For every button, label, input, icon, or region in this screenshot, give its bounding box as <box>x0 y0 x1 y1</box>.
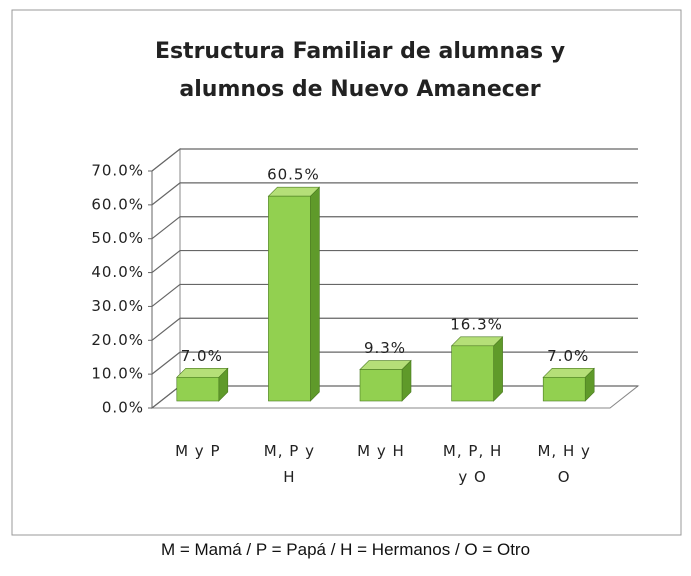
data-label: 16.3% <box>450 315 503 333</box>
y-tick-label: 70.0% <box>91 162 144 180</box>
grid-line <box>151 216 638 240</box>
y-tick-label: 60.0% <box>91 195 144 213</box>
bar-top <box>267 186 321 197</box>
x-tick-label: M, P, H y O <box>442 442 503 486</box>
bar-top <box>359 360 412 370</box>
bar-front <box>542 376 586 402</box>
grid-line <box>151 249 638 274</box>
chart-title: alumnos de Nuevo Amanecer <box>179 77 540 102</box>
bar-front <box>451 345 494 402</box>
chart-frame <box>11 9 682 536</box>
chart-title: Estructura Familiar de alumnas y <box>155 39 565 64</box>
x-tick-label: M y P <box>175 442 221 460</box>
back-wall <box>151 147 181 410</box>
bar <box>267 186 321 402</box>
bar-top <box>450 336 504 347</box>
bar-front <box>176 376 220 402</box>
grid-line <box>151 283 638 307</box>
x-tick-label: M, P y H <box>263 442 315 486</box>
data-label: 60.5% <box>267 166 320 184</box>
y-tick-label: 40.0% <box>91 263 144 281</box>
y-tick-label: 50.0% <box>91 229 144 247</box>
y-tick-label: 30.0% <box>91 297 144 315</box>
bar-side <box>310 186 320 402</box>
y-tick-label: 10.0% <box>91 365 144 383</box>
bar-top <box>176 367 229 378</box>
bar <box>176 367 229 402</box>
bar-front <box>268 195 311 402</box>
bar-top <box>542 367 595 378</box>
grid-line <box>151 317 638 341</box>
data-label: 9.3% <box>364 339 406 357</box>
y-tick-label: 0.0% <box>102 399 144 417</box>
grid-line <box>151 182 638 206</box>
x-tick-label: M y H <box>357 442 405 460</box>
x-tick-label: M, H y O <box>537 442 591 486</box>
bar-side <box>493 336 503 402</box>
data-label: 7.0% <box>181 347 223 365</box>
y-tick-label: 20.0% <box>91 331 144 349</box>
grid-line <box>151 148 638 172</box>
bar-front <box>359 369 403 402</box>
data-label: 7.0% <box>547 347 589 365</box>
bar <box>542 367 595 402</box>
bar <box>359 359 412 402</box>
caption: M = Mamá / P = Papá / H = Hermanos / O =… <box>160 540 531 559</box>
bar <box>450 336 504 402</box>
